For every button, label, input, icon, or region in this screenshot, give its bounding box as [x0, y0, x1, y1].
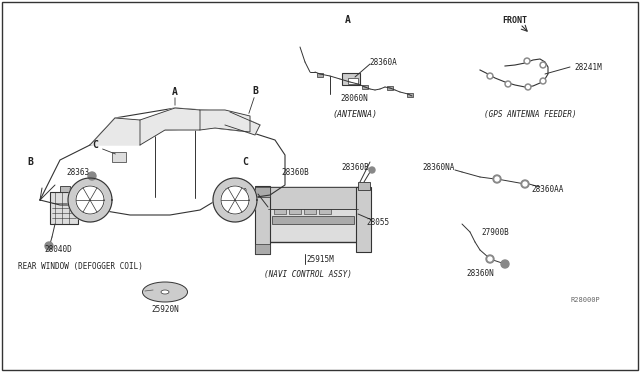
Text: 28040D: 28040D — [44, 246, 72, 254]
Polygon shape — [76, 186, 104, 214]
Bar — [60, 186, 70, 192]
Text: B: B — [27, 157, 33, 167]
Text: FRONT: FRONT — [502, 16, 527, 25]
Text: R28000P: R28000P — [570, 297, 600, 303]
Polygon shape — [213, 178, 257, 222]
Text: (ANTENNA): (ANTENNA) — [333, 109, 378, 119]
Ellipse shape — [161, 290, 169, 294]
Text: 28360NA: 28360NA — [422, 163, 455, 171]
Bar — [304, 204, 316, 214]
Text: (NAVI CONTROL ASSY): (NAVI CONTROL ASSY) — [264, 269, 352, 279]
Circle shape — [486, 255, 494, 263]
Polygon shape — [90, 118, 140, 145]
Polygon shape — [40, 128, 285, 215]
Circle shape — [541, 64, 545, 67]
Polygon shape — [200, 110, 250, 132]
Bar — [319, 204, 331, 214]
Text: 28363: 28363 — [67, 167, 90, 176]
Bar — [268, 187, 358, 242]
Bar — [407, 93, 413, 97]
Circle shape — [488, 74, 492, 77]
Bar — [348, 78, 358, 84]
Bar — [289, 204, 301, 214]
Text: 28060N: 28060N — [340, 93, 368, 103]
Bar — [272, 216, 354, 224]
Circle shape — [488, 257, 492, 261]
Circle shape — [524, 58, 530, 64]
Bar — [255, 244, 270, 254]
Circle shape — [525, 84, 531, 90]
Circle shape — [523, 182, 527, 186]
Text: A: A — [172, 87, 178, 97]
Circle shape — [369, 167, 375, 173]
Text: 28360B: 28360B — [341, 163, 369, 171]
Circle shape — [527, 86, 529, 89]
Bar — [268, 187, 358, 209]
Text: REAR WINDOW (DEFOGGER COIL): REAR WINDOW (DEFOGGER COIL) — [17, 263, 143, 272]
Circle shape — [506, 83, 509, 86]
Circle shape — [88, 172, 96, 180]
Polygon shape — [221, 186, 249, 214]
Circle shape — [45, 242, 53, 250]
Text: 28360N: 28360N — [466, 269, 494, 279]
Bar — [358, 182, 370, 190]
Bar — [342, 78, 348, 82]
Text: 25915M: 25915M — [306, 256, 334, 264]
Text: C: C — [242, 157, 248, 167]
Bar — [255, 186, 270, 254]
Circle shape — [541, 80, 545, 83]
Text: 28070: 28070 — [225, 187, 248, 196]
Text: 27900B: 27900B — [481, 228, 509, 237]
Bar — [356, 187, 371, 252]
Circle shape — [540, 62, 546, 68]
Bar — [342, 73, 360, 85]
Circle shape — [525, 60, 529, 62]
Circle shape — [540, 78, 546, 84]
Bar — [112, 152, 126, 162]
Bar — [387, 86, 393, 90]
Text: A: A — [345, 15, 351, 25]
Bar — [255, 187, 270, 197]
Circle shape — [505, 81, 511, 87]
Polygon shape — [68, 178, 112, 222]
Polygon shape — [225, 112, 260, 135]
Polygon shape — [90, 108, 260, 145]
Bar — [50, 192, 78, 224]
Bar — [317, 73, 323, 77]
Text: 25920N: 25920N — [151, 305, 179, 314]
Text: (GPS ANTENNA FEEDER): (GPS ANTENNA FEEDER) — [484, 109, 576, 119]
Text: C: C — [92, 140, 98, 150]
Text: 28360A: 28360A — [369, 58, 397, 67]
Text: 28241M: 28241M — [574, 62, 602, 71]
Polygon shape — [140, 108, 200, 145]
Text: B: B — [252, 86, 258, 96]
Bar — [362, 85, 368, 89]
Bar — [274, 204, 286, 214]
Text: 28360AA: 28360AA — [532, 185, 564, 193]
Circle shape — [487, 73, 493, 79]
Circle shape — [495, 177, 499, 181]
Text: 28055: 28055 — [367, 218, 390, 227]
Text: 28360B: 28360B — [281, 167, 309, 176]
Circle shape — [521, 180, 529, 188]
Circle shape — [501, 260, 509, 268]
Circle shape — [493, 175, 501, 183]
Ellipse shape — [143, 282, 188, 302]
